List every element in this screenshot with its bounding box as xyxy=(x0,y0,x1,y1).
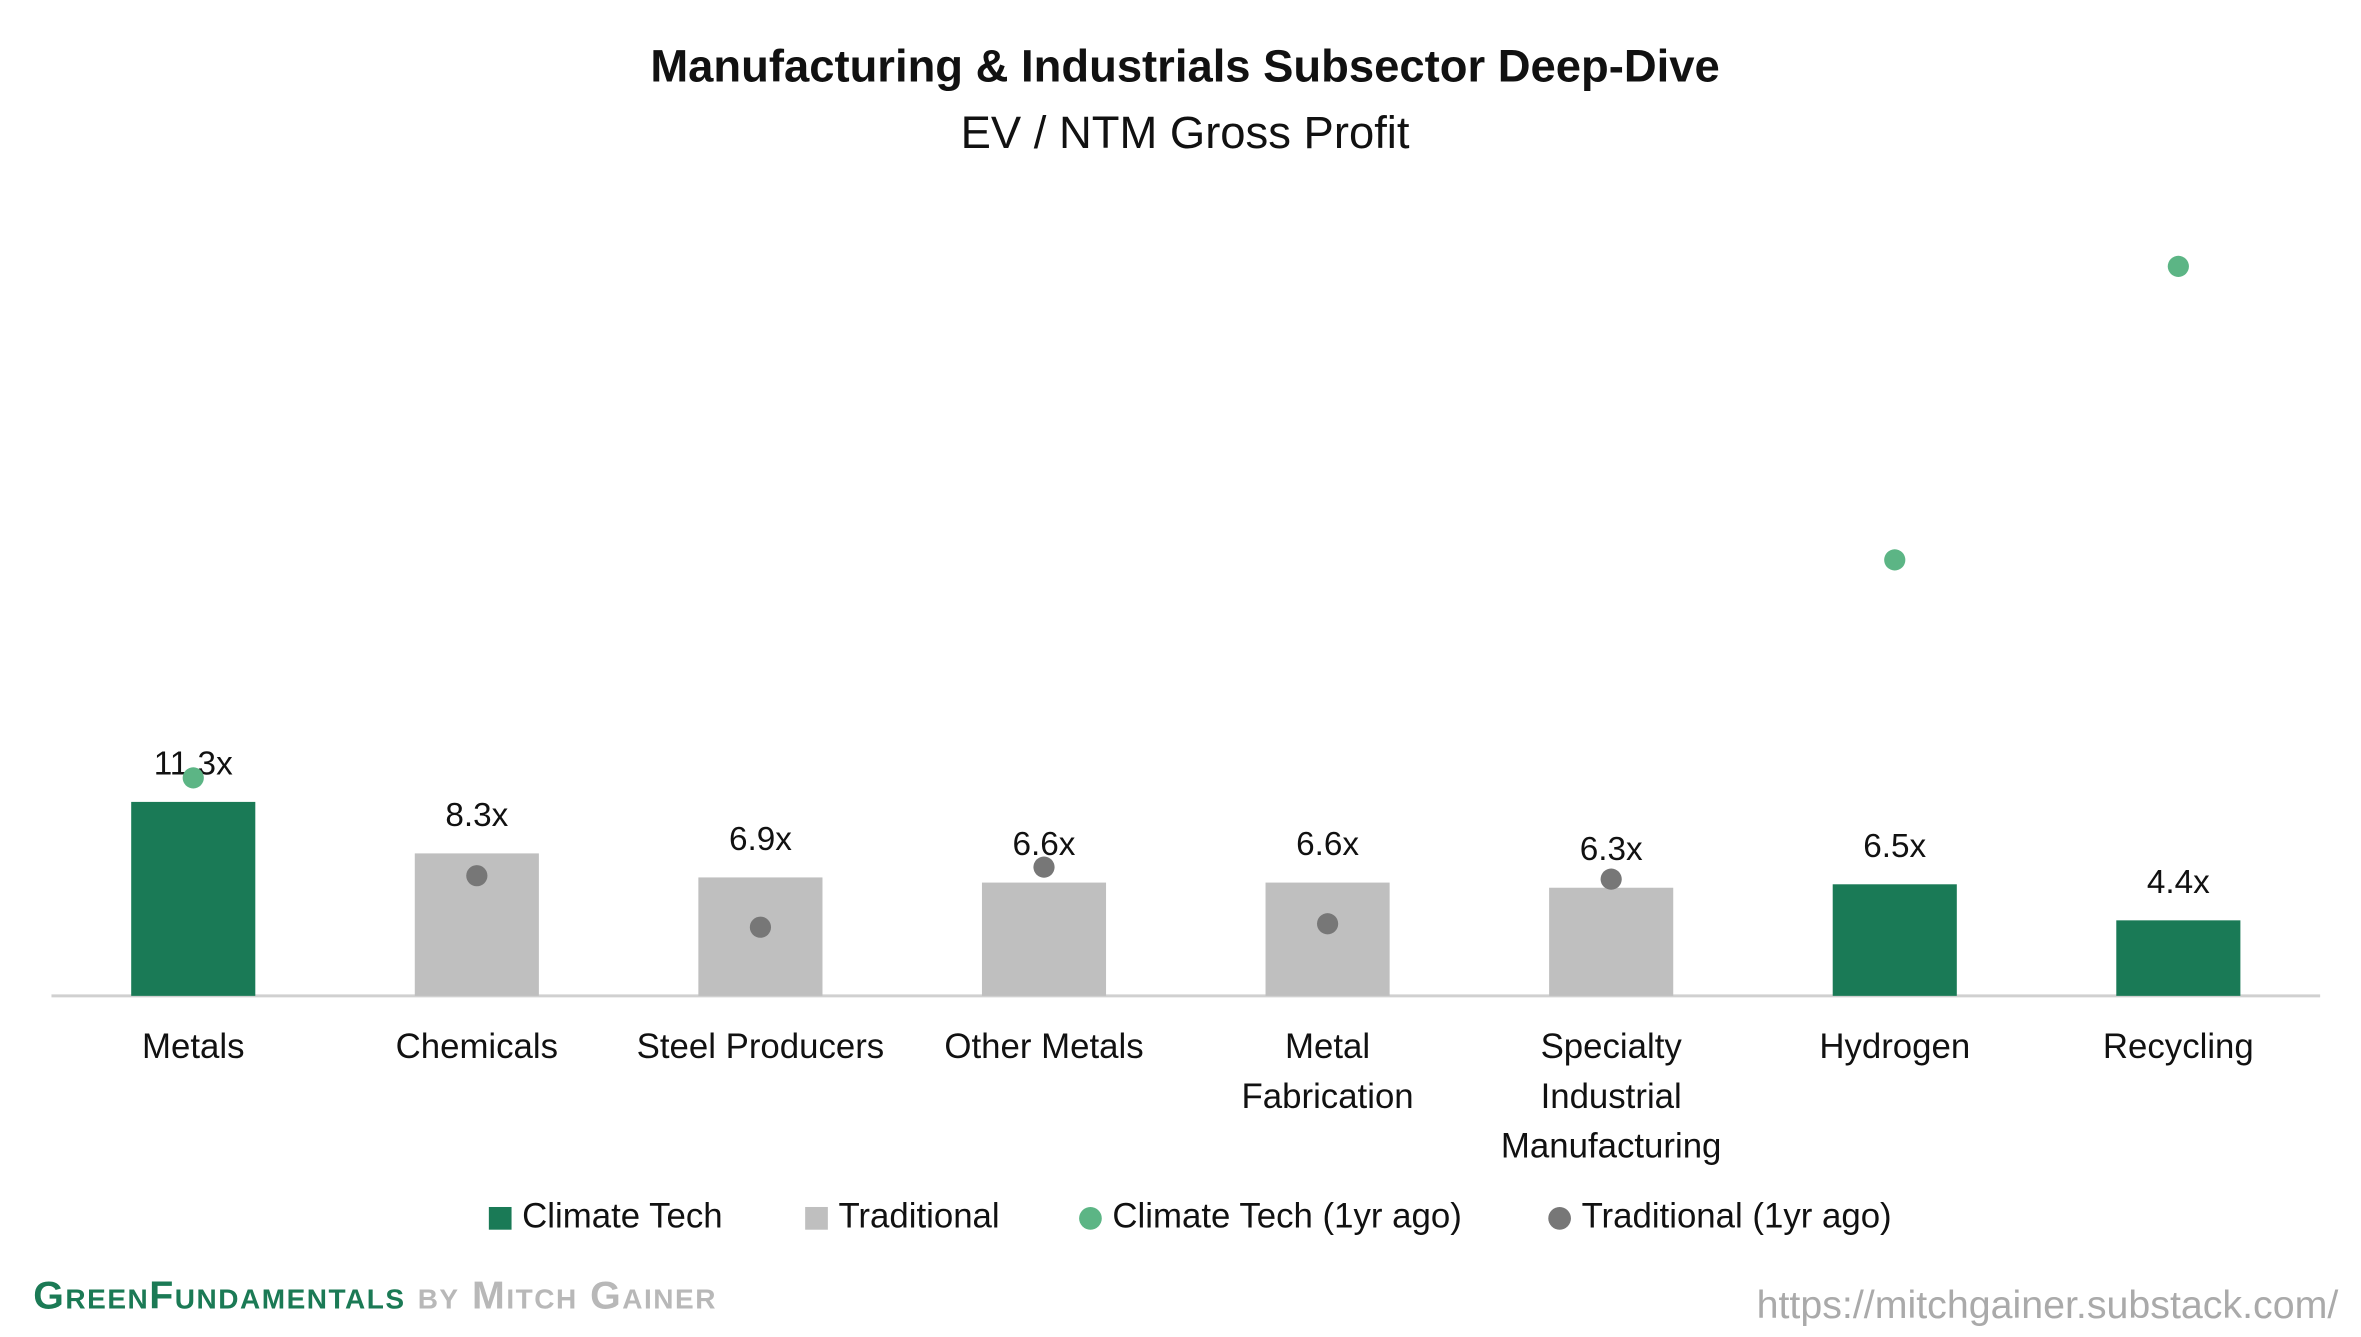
bar xyxy=(981,882,1107,996)
x-tick-label: Other Metals xyxy=(944,1027,1143,1066)
chart-subtitle: EV / NTM Gross Profit xyxy=(961,107,1410,158)
value-label: 6.3x xyxy=(1580,831,1643,868)
value-label: 6.9x xyxy=(729,821,792,858)
dot xyxy=(749,916,772,938)
byline: by Mitch Gainer xyxy=(418,1274,717,1318)
bar xyxy=(1832,884,1957,996)
legend-label: Climate Tech xyxy=(522,1197,723,1236)
x-tick-label: Recycling xyxy=(2103,1027,2254,1066)
x-tick-label: Hydrogen xyxy=(1819,1027,1970,1066)
legend-label: Traditional (1yr ago) xyxy=(1582,1197,1892,1236)
value-label: 4.4x xyxy=(2147,864,2210,901)
dot xyxy=(466,865,488,887)
x-tick-label: Metal Fabrication xyxy=(1242,1027,1414,1116)
dot xyxy=(1884,549,1906,571)
bar xyxy=(2116,920,2241,996)
bar xyxy=(1549,887,1674,996)
x-tick-label: Chemicals xyxy=(396,1027,558,1066)
dot xyxy=(1600,868,1622,890)
legend-swatch xyxy=(1548,1206,1571,1230)
dot xyxy=(2167,255,2189,277)
bar xyxy=(131,801,256,996)
bar xyxy=(1265,882,1390,996)
value-label: 6.6x xyxy=(1296,826,1359,863)
chart-title: Manufacturing & Industrials Subsector De… xyxy=(650,41,1719,92)
value-label: 8.3x xyxy=(445,797,508,834)
legend-label: Climate Tech (1yr ago) xyxy=(1112,1197,1461,1236)
legend-label: Traditional xyxy=(838,1197,999,1236)
legend-swatch xyxy=(1079,1206,1102,1230)
legend-swatch xyxy=(805,1206,828,1230)
dot xyxy=(1033,856,1055,878)
dot xyxy=(1316,913,1339,935)
source-url: https://mitchgainer.substack.com/ xyxy=(1757,1283,2339,1327)
x-tick-label: Specialty Industrial Manufacturing xyxy=(1501,1027,1722,1166)
brand: GreenFundamentals by Mitch Gainer xyxy=(33,1274,717,1318)
brand-name: GreenFundamentals xyxy=(33,1274,405,1318)
value-label: 6.5x xyxy=(1863,828,1926,865)
x-tick-label: Metals xyxy=(142,1027,244,1066)
dot xyxy=(182,767,204,789)
legend-swatch xyxy=(488,1206,512,1230)
x-tick-label: Steel Producers xyxy=(637,1027,885,1066)
